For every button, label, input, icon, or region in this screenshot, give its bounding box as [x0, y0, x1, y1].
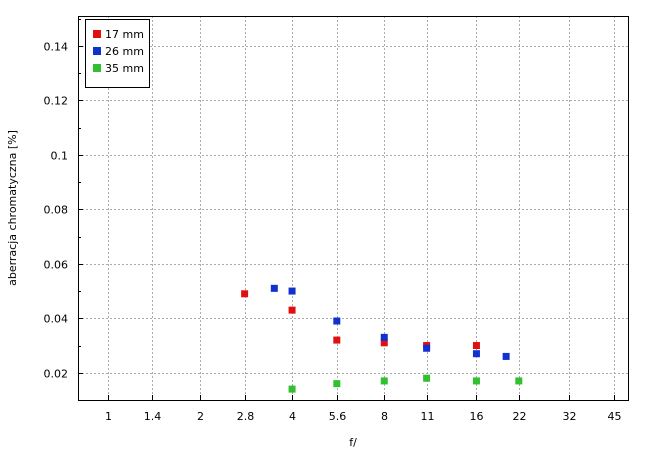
x-axis: 1 1.4 2 2.8 4 5.6 8 11 16 22 32 45: [105, 395, 622, 423]
x-tick-label: 1: [105, 410, 112, 423]
data-point: [515, 377, 523, 385]
legend-label: 35 mm: [105, 62, 144, 75]
data-point: [423, 374, 431, 382]
y-tick-label: 0.02: [44, 368, 69, 381]
data-point: [472, 342, 480, 350]
data-point: [241, 290, 249, 298]
y-axis: 0.02 0.04 0.06 0.08 0.1 0.12 0.14: [44, 19, 83, 401]
x-axis-title: f/: [349, 436, 357, 449]
data-point: [423, 344, 431, 352]
x-tick-label: 1.4: [144, 410, 162, 423]
grid: [78, 16, 628, 400]
x-tick-label: 22: [513, 410, 527, 423]
data-point: [333, 336, 341, 344]
x-tick-label: 2: [197, 410, 204, 423]
legend: 17 mm 26 mm 35 mm: [85, 19, 150, 88]
x-tick-label: 11: [421, 410, 435, 423]
y-tick-label: 0.08: [44, 204, 69, 217]
data-point: [288, 306, 296, 314]
data-point: [380, 339, 388, 347]
data-point: [270, 284, 278, 292]
y-axis-title: aberracja chromatyczna [%]: [6, 130, 19, 286]
legend-label: 17 mm: [105, 28, 144, 41]
legend-swatch: [93, 64, 101, 72]
data-point: [502, 352, 510, 360]
y-tick-label: 0.04: [44, 313, 69, 326]
y-tick-label: 0.1: [51, 150, 69, 163]
x-tick-label: 8: [381, 410, 388, 423]
data-point: [380, 333, 388, 341]
y-tick-label: 0.14: [44, 41, 69, 54]
legend-swatch: [93, 30, 101, 38]
data-point: [288, 385, 296, 393]
y-tick-label: 0.12: [44, 95, 69, 108]
legend-label: 26 mm: [105, 45, 144, 58]
x-tick-label: 16: [470, 410, 484, 423]
x-tick-label: 4: [289, 410, 296, 423]
data-point: [333, 317, 341, 325]
data-point: [333, 380, 341, 388]
data-point: [472, 350, 480, 358]
x-tick-label: 32: [563, 410, 577, 423]
x-tick-label: 2.8: [237, 410, 255, 423]
data-point: [380, 377, 388, 385]
data-points: [241, 284, 523, 393]
plot-frame: [78, 16, 629, 401]
x-tick-label: 5.6: [329, 410, 347, 423]
y-tick-label: 0.06: [44, 259, 69, 272]
data-point: [472, 377, 480, 385]
x-tick-label: 45: [608, 410, 622, 423]
data-point: [288, 287, 296, 295]
legend-swatch: [93, 47, 101, 55]
